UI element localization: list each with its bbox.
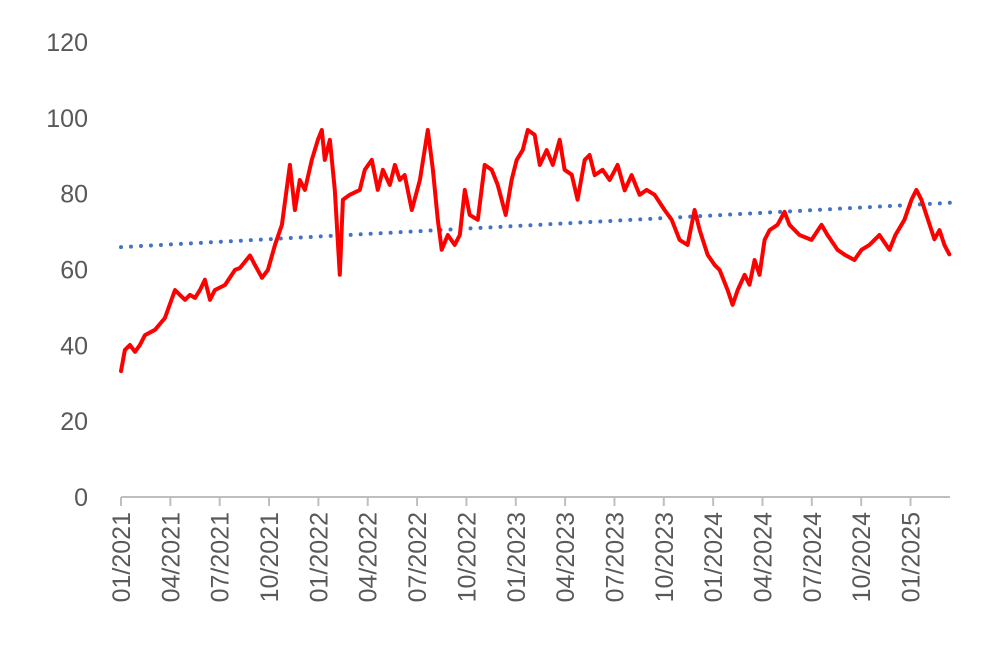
y-tick-label: 100 bbox=[46, 105, 88, 133]
x-tick-label: 01/2024 bbox=[700, 512, 728, 602]
y-tick-label: 80 bbox=[60, 181, 88, 209]
trend-line bbox=[119, 200, 952, 250]
y-tick-label: 0 bbox=[74, 484, 88, 512]
x-tick-label: 07/2021 bbox=[207, 512, 235, 602]
price-line bbox=[119, 128, 952, 374]
x-tick-label: 07/2024 bbox=[799, 512, 827, 602]
x-tick-label: 10/2024 bbox=[848, 512, 876, 602]
x-tick-label: 01/2021 bbox=[108, 512, 136, 602]
x-tick-label: 04/2022 bbox=[355, 512, 383, 602]
y-tick-label: 20 bbox=[60, 408, 88, 436]
x-tick-label: 10/2021 bbox=[256, 512, 284, 602]
x-tick-label: 04/2024 bbox=[749, 512, 777, 602]
x-tick-label: 10/2023 bbox=[651, 512, 679, 602]
x-tick-label: 01/2025 bbox=[898, 512, 926, 602]
series-layer bbox=[119, 128, 952, 374]
y-tick-label: 120 bbox=[46, 29, 88, 57]
x-tick-label: 10/2022 bbox=[453, 512, 481, 602]
x-tick-label: 04/2021 bbox=[157, 512, 185, 602]
y-tick-label: 60 bbox=[60, 257, 88, 285]
x-tick-label: 01/2023 bbox=[503, 512, 531, 602]
x-tick-label: 04/2023 bbox=[552, 512, 580, 602]
x-tick-label: 01/2022 bbox=[305, 512, 333, 602]
x-axis: 01/2021 04/2021 07/2021 10/2021 01/2022 04/20… bbox=[108, 496, 950, 602]
x-tick-label: 07/2022 bbox=[404, 512, 432, 602]
y-axis-labels: 0 20 40 60 80 100 120 bbox=[46, 29, 88, 512]
x-tick-label: 07/2023 bbox=[601, 512, 629, 602]
y-tick-label: 40 bbox=[60, 332, 88, 360]
